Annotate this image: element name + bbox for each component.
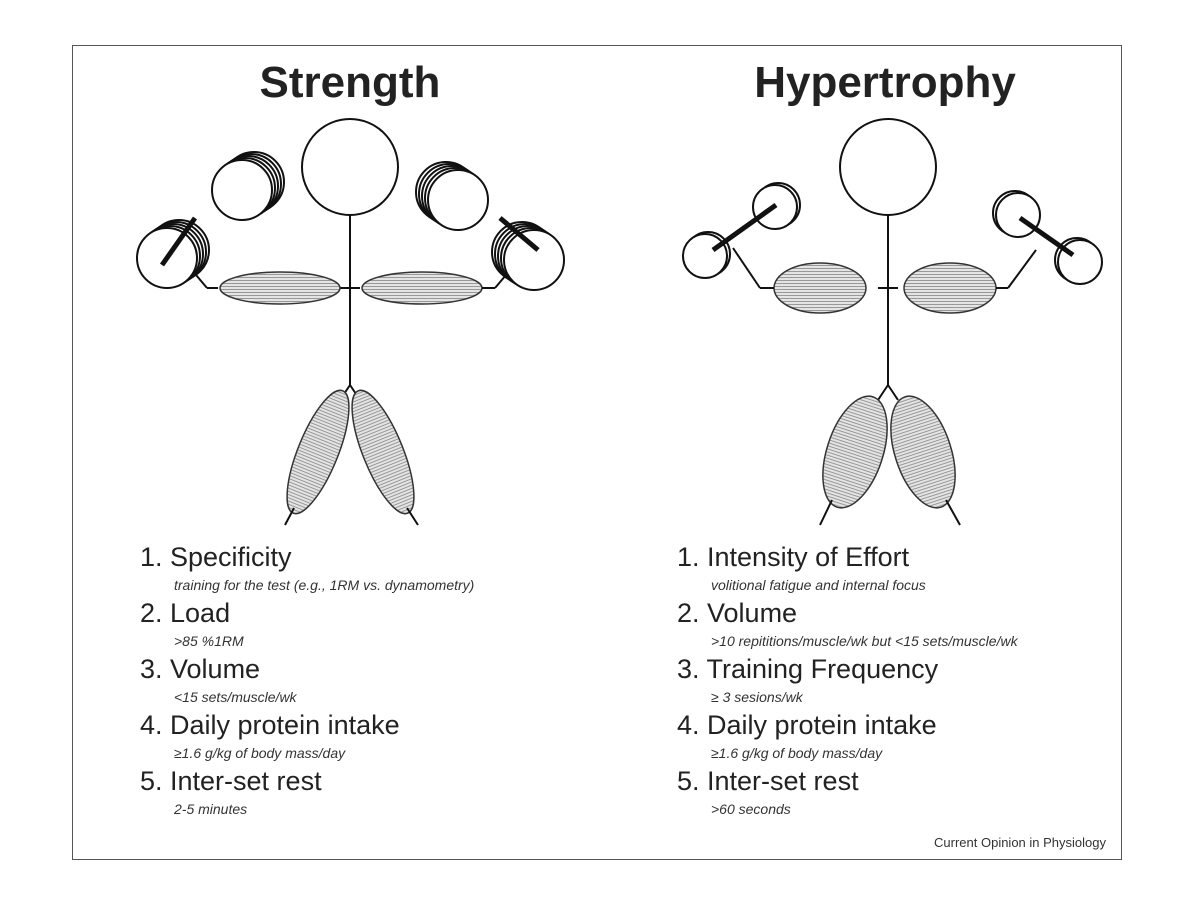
item-label: 1. Specificity (140, 542, 292, 572)
left-forearm (732, 247, 761, 289)
right-forearm (1007, 249, 1037, 289)
item-detail: 2-5 minutes (174, 801, 248, 817)
head (301, 118, 399, 216)
right-leg-muscle (351, 389, 415, 515)
item-detail: ≥1.6 g/kg of body mass/day (174, 745, 346, 761)
list-item: 5. Inter-set rest >60 seconds (677, 766, 1018, 822)
right-arm-muscle (361, 271, 483, 305)
item-detail: ≥1.6 g/kg of body mass/day (711, 745, 883, 761)
item-detail: >10 repititions/muscle/wk but <15 sets/m… (711, 633, 1018, 649)
list-item: 4. Daily protein intake ≥1.6 g/kg of body… (140, 710, 474, 766)
item-label: 3. Volume (140, 654, 261, 684)
dumbbell-bar (711, 202, 778, 253)
left-arm-muscle (773, 262, 867, 314)
hip-line (887, 384, 899, 401)
left-leg-muscle (286, 389, 350, 515)
item-label: 4. Daily protein intake (677, 710, 937, 740)
right-lower-leg (945, 499, 961, 526)
hypertrophy-list: 1. Intensity of Effort volitional fatigue… (677, 542, 1018, 822)
list-item: 3. Volume <15 sets/muscle/wk (140, 654, 474, 710)
list-item: 5. Inter-set rest 2-5 minutes (140, 766, 474, 822)
credit-text: Current Opinion in Physiology (934, 835, 1106, 850)
right-lower-leg (406, 507, 419, 526)
item-detail: volitional fatigue and internal focus (711, 577, 926, 593)
item-label: 4. Daily protein intake (140, 710, 400, 740)
left-lower-leg (284, 507, 295, 526)
left-lower-leg (819, 499, 833, 526)
item-label: 2. Volume (677, 598, 798, 628)
strength-title: Strength (259, 58, 441, 107)
dumbbell-plate (503, 229, 565, 291)
item-label: 5. Inter-set rest (140, 766, 322, 796)
right-leg-muscle (890, 395, 956, 509)
item-detail: <15 sets/muscle/wk (174, 689, 297, 705)
list-item: 4. Daily protein intake ≥1.6 g/kg of body… (677, 710, 1018, 766)
item-detail: >85 %1RM (174, 633, 244, 649)
item-label: 1. Intensity of Effort (677, 542, 910, 572)
right-arm-muscle (903, 262, 997, 314)
dumbbell-plate (211, 159, 273, 221)
hip-line (877, 384, 889, 401)
left-arm-muscle (219, 271, 341, 305)
item-detail: >60 seconds (711, 801, 791, 817)
item-detail: ≥ 3 sesions/wk (711, 689, 803, 705)
dumbbell-bar (498, 216, 540, 252)
left-leg-muscle (822, 395, 888, 509)
dumbbell-plate (682, 233, 728, 279)
item-label: 5. Inter-set rest (677, 766, 859, 796)
dumbbell-bar (1018, 215, 1075, 258)
item-label: 3. Training Frequency (677, 654, 939, 684)
strength-list: 1. Specificity training for the test (e.g… (140, 542, 474, 822)
list-item: 1. Specificity training for the test (e.g… (140, 542, 474, 598)
item-label: 2. Load (140, 598, 231, 628)
figure-frame (72, 45, 1122, 860)
list-item: 1. Intensity of Effort volitional fatigue… (677, 542, 1018, 598)
hypertrophy-title: Hypertrophy (754, 58, 1016, 107)
list-item: 2. Load >85 %1RM (140, 598, 474, 654)
item-detail: training for the test (e.g., 1RM vs. dyn… (174, 577, 475, 593)
list-item: 2. Volume >10 repititions/muscle/wk but <… (677, 598, 1018, 654)
dumbbell-plate (427, 169, 489, 231)
head (839, 118, 937, 216)
list-item: 3. Training Frequency ≥ 3 sesions/wk (677, 654, 1018, 710)
dumbbell-bar (159, 216, 198, 267)
